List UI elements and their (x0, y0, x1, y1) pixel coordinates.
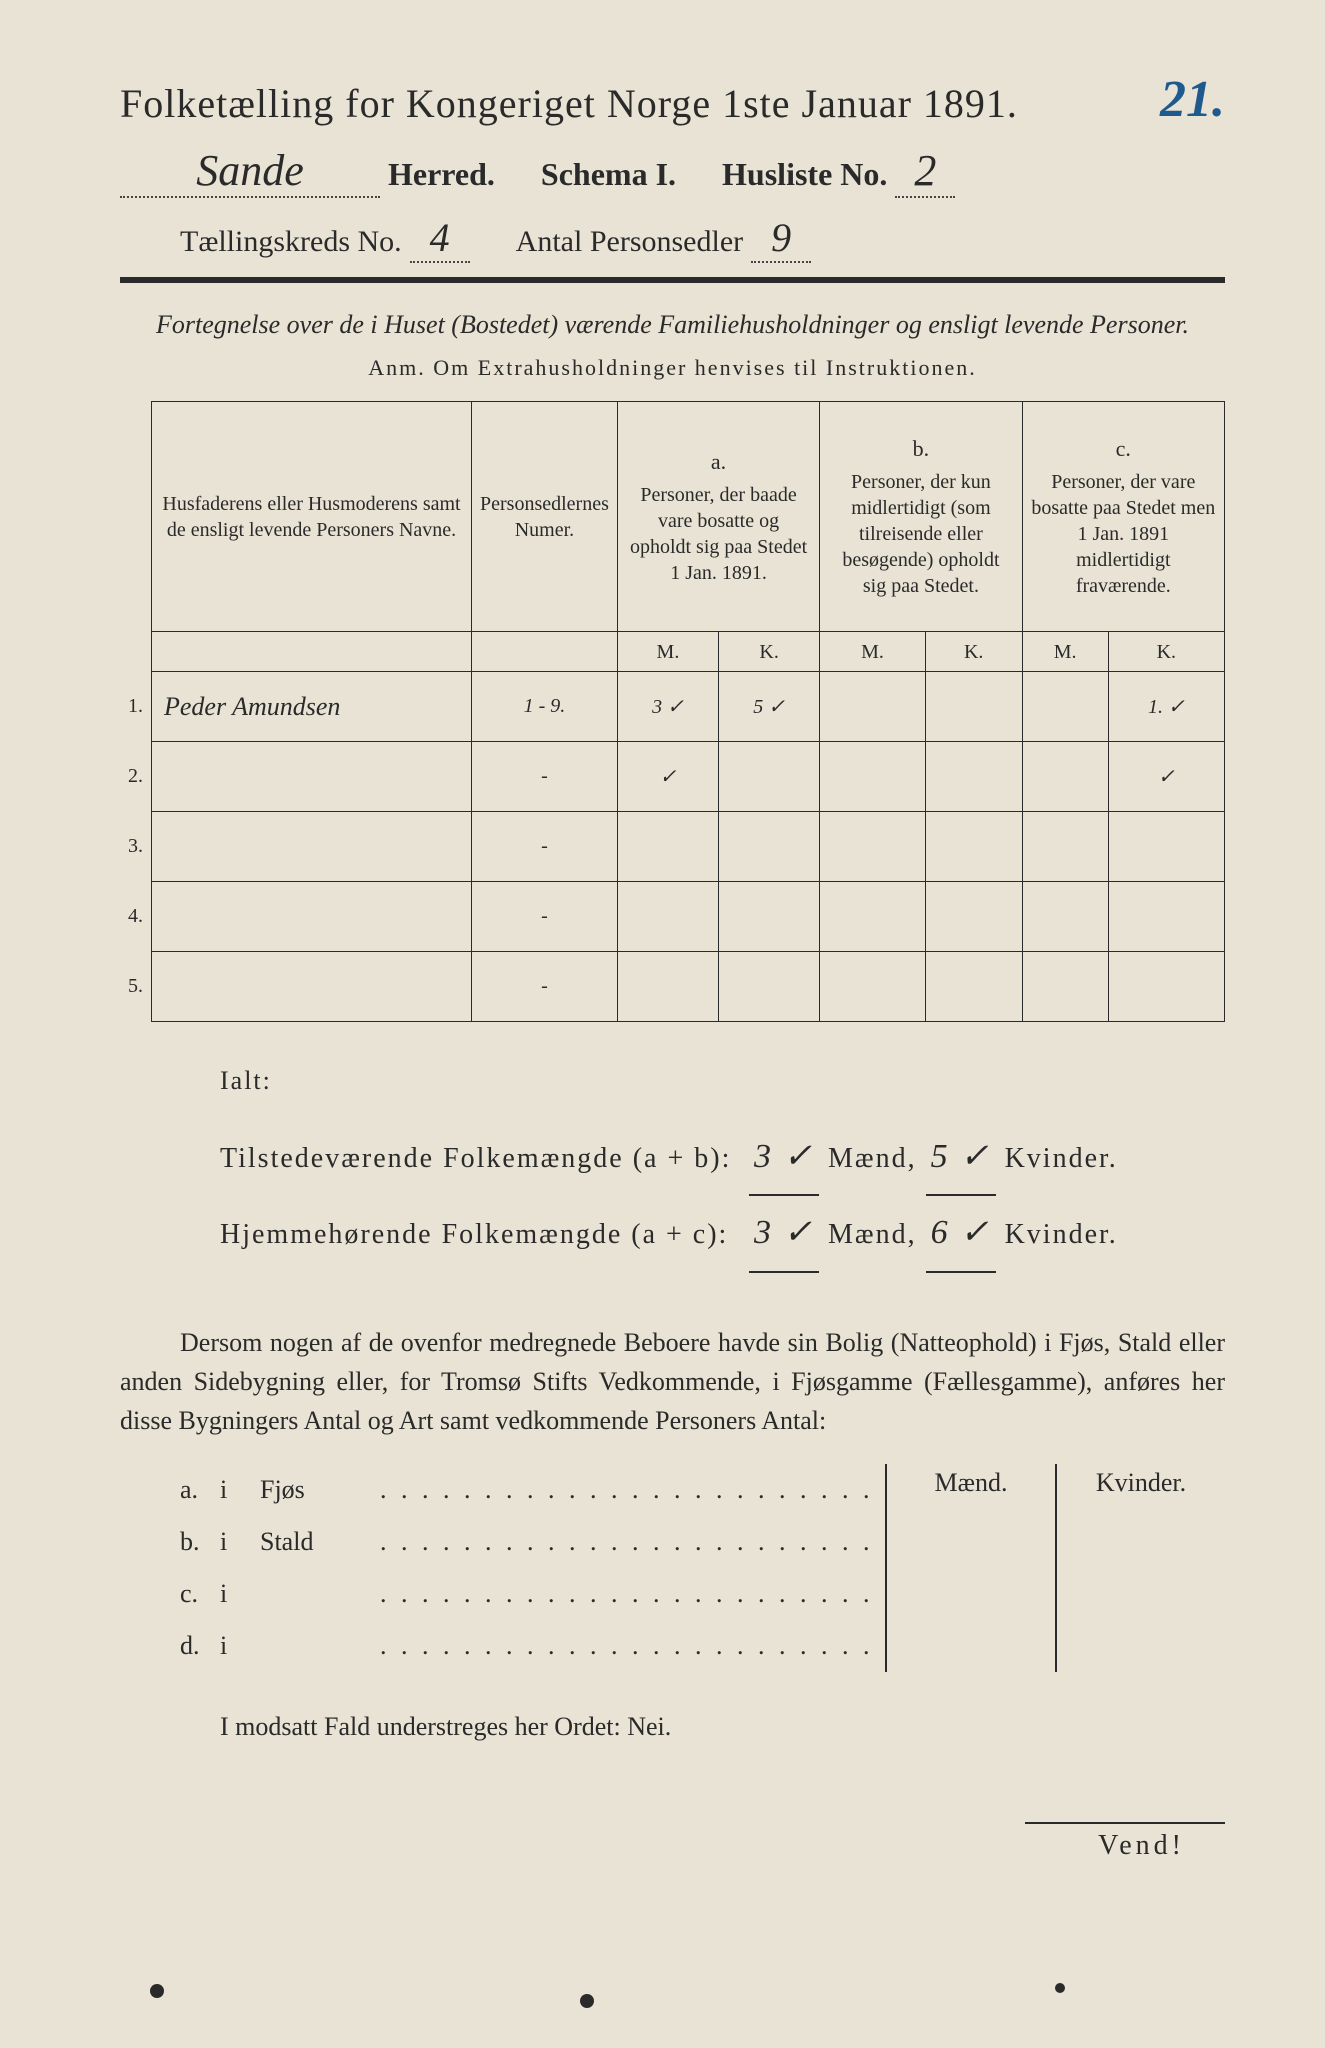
side-building-row: b.iStald. . . . . . . . . . . . . . . . … (180, 1516, 885, 1568)
anm-note: Anm. Om Extrahusholdninger henvises til … (120, 355, 1225, 381)
tilstede-k: 5 ✓ (926, 1120, 996, 1197)
table-row: 3. - (120, 812, 1225, 882)
hjemme-label: Hjemmehørende Folkemængde (a + c): (220, 1204, 740, 1266)
c-m-cell (1022, 672, 1108, 742)
herred-value: Sande (120, 145, 380, 198)
header-line-kreds: Tællingskreds No. 4 Antal Personsedler 9 (120, 214, 1225, 263)
row-number: 3. (120, 812, 152, 882)
sub-m: M. (617, 632, 718, 672)
page-title: Folketælling for Kongeriget Norge 1ste J… (120, 80, 1225, 127)
a-m-cell: ✓ (617, 742, 718, 812)
kreds-value: 4 (410, 214, 470, 263)
a-k-cell: 5 ✓ (719, 672, 820, 742)
sb-col-kvinder: Kvinder. (1057, 1464, 1225, 1672)
divider (120, 277, 1225, 283)
schema-label: Schema I. (541, 156, 676, 193)
row-number: 4. (120, 882, 152, 952)
numer-cell: - (472, 812, 618, 882)
c-k-cell: 1. ✓ (1108, 672, 1224, 742)
table-row: 4. - (120, 882, 1225, 952)
numer-cell: - (472, 952, 618, 1022)
row-number: 2. (120, 742, 152, 812)
hole-punch (1055, 1983, 1065, 1993)
hjemme-k: 6 ✓ (926, 1196, 996, 1273)
b-m-cell (820, 672, 926, 742)
c-k-cell (1108, 812, 1224, 882)
hole-punch (580, 1994, 594, 2008)
col-c: c. Personer, der vare bosatte paa Stedet… (1022, 402, 1224, 632)
table-row: 2.-✓✓ (120, 742, 1225, 812)
c-k-cell: ✓ (1108, 742, 1224, 812)
b-k-cell (925, 742, 1022, 812)
col-numer: Personsedlernes Numer. (472, 402, 618, 632)
c-k-cell (1108, 882, 1224, 952)
side-building-paragraph: Dersom nogen af de ovenfor medregnede Be… (120, 1323, 1225, 1440)
col-names: Husfaderens eller Husmoderens samt de en… (152, 402, 472, 632)
a-k-cell (719, 742, 820, 812)
herred-label: Herred. (388, 156, 495, 193)
a-k-cell (719, 882, 820, 952)
vend-label: Vend! (1025, 1822, 1225, 1862)
b-m-cell (820, 952, 926, 1022)
side-building-row: d.i. . . . . . . . . . . . . . . . . . .… (180, 1620, 885, 1672)
hole-punch (150, 1984, 164, 1998)
a-m-cell: 3 ✓ (617, 672, 718, 742)
a-k-cell (719, 952, 820, 1022)
tilstede-m: 3 ✓ (749, 1120, 819, 1197)
sub-k: K. (719, 632, 820, 672)
a-m-cell (617, 812, 718, 882)
b-k-cell (925, 672, 1022, 742)
name-cell (152, 882, 472, 952)
antal-label: Antal Personsedler (516, 225, 743, 259)
subtitle: Fortegnelse over de i Huset (Bostedet) v… (120, 307, 1225, 343)
sb-col-maend: Mænd. (887, 1464, 1057, 1672)
name-cell (152, 952, 472, 1022)
side-building-table: a.iFjøs. . . . . . . . . . . . . . . . .… (120, 1464, 1225, 1672)
a-k-cell (719, 812, 820, 882)
b-k-cell (925, 952, 1022, 1022)
table-row: 5. - (120, 952, 1225, 1022)
side-building-row: a.iFjøs. . . . . . . . . . . . . . . . .… (180, 1464, 885, 1516)
c-m-cell (1022, 742, 1108, 812)
b-k-cell (925, 882, 1022, 952)
row-number: 5. (120, 952, 152, 1022)
a-m-cell (617, 882, 718, 952)
col-b: b. Personer, der kun midlertidigt (som t… (820, 402, 1022, 632)
numer-cell: 1 - 9. (472, 672, 618, 742)
header-line-herred: Sande Herred. Schema I. Husliste No. 2 (120, 145, 1225, 198)
b-m-cell (820, 742, 926, 812)
numer-cell: - (472, 742, 618, 812)
household-table: Husfaderens eller Husmoderens samt de en… (120, 401, 1225, 1022)
b-k-cell (925, 812, 1022, 882)
c-m-cell (1022, 812, 1108, 882)
c-k-cell (1108, 952, 1224, 1022)
corner-annotation: 21. (1160, 70, 1225, 129)
col-a: a. Personer, der baade vare bosatte og o… (617, 402, 819, 632)
totals-block: Ialt: Tilstedeværende Folkemængde (a + b… (220, 1052, 1225, 1273)
tilstede-label: Tilstedeværende Folkemængde (a + b): (220, 1128, 740, 1190)
kreds-label: Tællingskreds No. (180, 225, 402, 259)
b-m-cell (820, 882, 926, 952)
name-cell: Peder Amundsen (152, 672, 472, 742)
ialt-label: Ialt: (220, 1052, 1225, 1109)
husliste-value: 2 (895, 145, 955, 198)
bottom-nei-line: I modsatt Fald understreges her Ordet: N… (120, 1712, 1225, 1742)
name-cell (152, 812, 472, 882)
numer-cell: - (472, 882, 618, 952)
side-building-row: c.i. . . . . . . . . . . . . . . . . . .… (180, 1568, 885, 1620)
row-number: 1. (120, 672, 152, 742)
c-m-cell (1022, 952, 1108, 1022)
b-m-cell (820, 812, 926, 882)
c-m-cell (1022, 882, 1108, 952)
table-row: 1.Peder Amundsen1 - 9.3 ✓5 ✓ 1. ✓ (120, 672, 1225, 742)
husliste-label: Husliste No. (722, 156, 887, 193)
name-cell (152, 742, 472, 812)
census-form-page: 21. Folketælling for Kongeriget Norge 1s… (0, 0, 1325, 2048)
antal-value: 9 (751, 214, 811, 263)
hjemme-m: 3 ✓ (749, 1196, 819, 1273)
a-m-cell (617, 952, 718, 1022)
